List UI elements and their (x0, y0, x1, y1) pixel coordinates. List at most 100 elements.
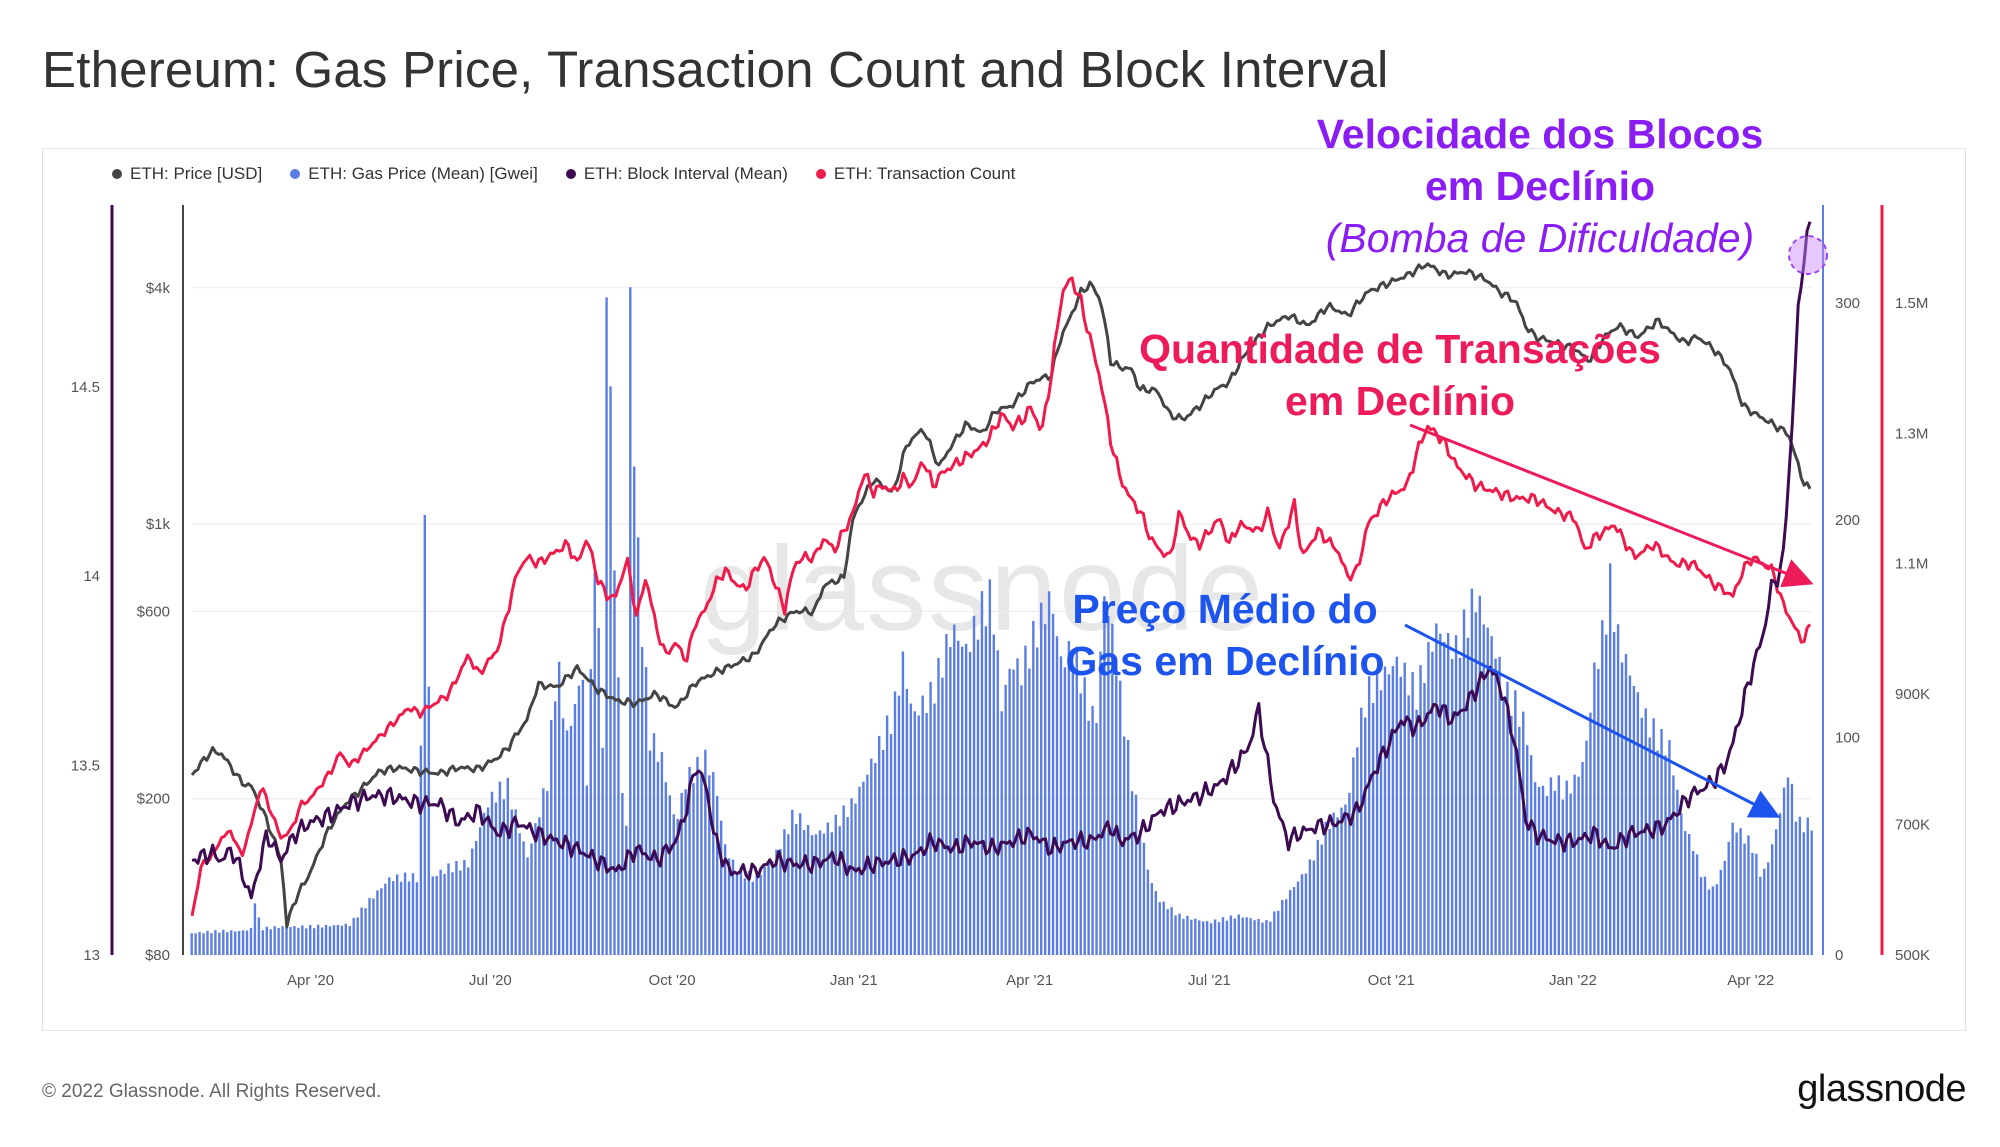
gas-price-bar (403, 872, 407, 955)
chart-frame (42, 148, 1966, 1031)
gas-price-bar (474, 841, 478, 955)
gas-price-bar (605, 297, 608, 955)
gas-price-bar (1257, 918, 1260, 955)
gas-price-bar (249, 927, 253, 955)
gas-price-bar (230, 930, 233, 955)
gas-price-bar (1735, 832, 1738, 955)
gas-price-bar (1269, 921, 1272, 955)
gas-price-bar (1020, 685, 1023, 955)
gas-price-bar (285, 926, 288, 955)
gas-price-bar (822, 833, 826, 955)
gas-price-bar (1395, 656, 1399, 955)
gas-price-bar (328, 926, 332, 955)
gas-price-bar (1490, 636, 1493, 955)
gas-price-bar (1324, 821, 1327, 955)
gas-price-bar (1526, 745, 1529, 955)
gas-price-bar (364, 908, 367, 955)
gas-price-bar (253, 903, 257, 955)
gas-price-bar (526, 857, 529, 955)
gas-price-bar (791, 809, 794, 955)
gas-price-bar (1221, 917, 1225, 955)
gas-price-bar (336, 924, 340, 955)
gas-price-bar (1186, 915, 1189, 955)
legend-dot-price (112, 169, 122, 179)
gas-price-bar (937, 657, 940, 955)
gas-price-bar (1514, 690, 1517, 955)
gas-price-bar (850, 798, 853, 955)
legend-item-transaction-count[interactable]: ETH: Transaction Count (815, 164, 1015, 184)
legend-item-price[interactable]: ETH: Price [USD] (112, 164, 262, 184)
gas-price-bar (478, 827, 482, 955)
gas-price-bar (731, 859, 735, 955)
gas-price-bar (1273, 911, 1276, 955)
gas-price-bar (1502, 698, 1505, 955)
gas-price-bar (1565, 780, 1568, 955)
gas-price-bar (652, 733, 656, 955)
gas-price-bar (388, 877, 391, 955)
gas-price-bar (976, 639, 980, 955)
gas-price-bar (1470, 588, 1474, 955)
gas-price-bar (751, 881, 754, 955)
gas-price-bar (1660, 729, 1663, 955)
gas-price-bar (1217, 922, 1221, 955)
gas-price-bar (1407, 695, 1410, 955)
gas-price-bar (589, 669, 592, 955)
gas-price-bar (1790, 783, 1794, 955)
gas-price-bar (1008, 668, 1011, 955)
gas-price-bar (301, 925, 304, 955)
gas-price-bar (1632, 685, 1636, 955)
x-tick: Jan '22 (1549, 972, 1597, 989)
gas-price-bar (269, 929, 272, 955)
gas-price-bar (621, 793, 624, 955)
gas-price-bar (1233, 918, 1237, 955)
gas-price-bar (1423, 683, 1426, 955)
gas-price-bar (447, 863, 450, 955)
gas-price-bar (530, 843, 533, 955)
gas-price-bar (419, 745, 423, 955)
brand-logo[interactable]: glassnode (1797, 1068, 1966, 1110)
gas-price-bar (1360, 707, 1363, 955)
gas-price-bar (1253, 920, 1256, 955)
gas-price-bar (1229, 915, 1233, 955)
gas-price-bar (1731, 822, 1734, 955)
gas-price-bar (1379, 690, 1383, 955)
gas-price-bar (1778, 813, 1782, 955)
legend-item-gas-price[interactable]: ETH: Gas Price (Mean) [Gwei] (290, 164, 538, 184)
chart-title: Ethereum: Gas Price, Transaction Count a… (42, 41, 1389, 98)
legend-item-block-interval[interactable]: ETH: Block Interval (Mean) (565, 164, 788, 184)
y-tick-transaction-count: 500K (1895, 947, 1930, 964)
gas-price-bar (1688, 833, 1691, 955)
gas-price-bar (1806, 817, 1809, 955)
gas-price-bar (1541, 785, 1545, 955)
gas-price-bar (597, 627, 600, 955)
gas-price-bar (411, 873, 415, 955)
gas-price-bar (1569, 793, 1572, 955)
gas-price-bar (1166, 909, 1169, 955)
gas-price-bar (1099, 651, 1102, 955)
gas-price-bar (1126, 739, 1130, 955)
gas-price-bar (1439, 633, 1442, 955)
gas-price-bar (1040, 602, 1043, 955)
gas-price-bar (494, 802, 498, 955)
annotation-highlight-circle (1788, 235, 1828, 275)
gas-price-bar (897, 695, 901, 955)
gas-price-bar (1486, 627, 1489, 955)
gas-price-bar (1249, 918, 1252, 955)
gas-price-bar (1802, 832, 1805, 955)
gas-price-bar (700, 774, 703, 955)
gas-price-bar (735, 873, 739, 955)
y-tick-gas-price: 0 (1835, 947, 1843, 964)
gas-price-bar (1589, 712, 1592, 955)
gas-price-bar (834, 814, 837, 955)
x-tick: Jul '20 (469, 972, 512, 989)
gas-price-bar (455, 860, 458, 955)
gas-price-bar (546, 791, 549, 955)
gas-price-bar (289, 927, 292, 955)
x-tick: Apr '20 (287, 972, 334, 989)
gas-price-bar (1182, 918, 1185, 955)
gas-price-bar (1810, 830, 1813, 955)
gas-price-bar (1075, 646, 1078, 955)
y-tick-transaction-count: 1.5M (1895, 295, 1928, 312)
gas-price-bar (210, 933, 213, 955)
gas-price-bar (1387, 674, 1391, 955)
